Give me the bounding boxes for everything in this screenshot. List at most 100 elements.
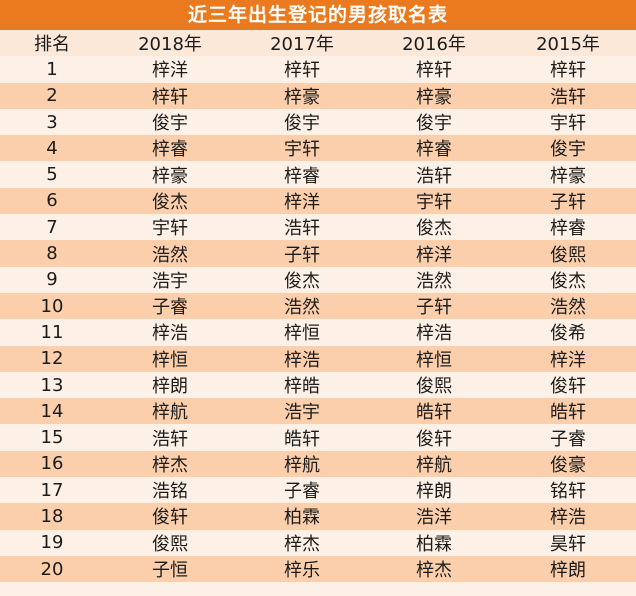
cell-rank: 11 — [40, 321, 64, 343]
cell-rank: 16 — [40, 453, 64, 475]
cell-name-2017: 柏霖 — [284, 507, 320, 529]
cell-name-2016: 柏霖 — [416, 533, 452, 555]
cell-name-2017: 浩轩 — [284, 218, 320, 240]
cell-name-2017: 浩宇 — [284, 402, 320, 424]
table-row: 14 梓航 浩宇 皓轩 皓轩 — [0, 398, 636, 425]
table-row: 4 梓睿 宇轩 梓睿 俊宇 — [0, 135, 636, 162]
table-row: 16 梓杰 梓航 梓航 俊豪 — [0, 450, 636, 478]
cell-name-2016: 梓朗 — [416, 481, 452, 503]
cell-rank: 7 — [46, 216, 58, 238]
header-row: 排名 2018年 2017年 2016年 2015年 — [0, 30, 636, 57]
cell-name-2018: 俊熙 — [152, 533, 188, 555]
cell-name-2018: 子恒 — [152, 560, 188, 582]
cell-name-2016: 浩轩 — [416, 165, 452, 187]
table-row: 2 梓轩 梓豪 梓豪 浩轩 — [0, 82, 636, 109]
cell-name-2015: 子睿 — [550, 428, 586, 450]
cell-name-2018: 子睿 — [152, 297, 188, 319]
cell-name-2018: 梓恒 — [152, 349, 188, 371]
cell-name-2015: 俊熙 — [550, 244, 586, 266]
table-body: 1 梓洋 梓轩 梓轩 梓轩 2 梓轩 梓豪 梓豪 浩轩 3 俊宇 俊宇 俊宇 宇轩 4 梓睿 宇轩 梓睿 俊宇 5 梓豪梓… — [0, 56, 636, 583]
cell-name-2017: 梓杰 — [284, 533, 320, 555]
cell-name-2016: 梓睿 — [416, 139, 452, 161]
cell-name-2018: 浩然 — [152, 244, 188, 266]
header-2016: 2016年 — [402, 34, 466, 56]
table-row: 5 梓豪 梓睿 浩轩 梓豪 — [0, 161, 636, 188]
cell-name-2016: 梓豪 — [416, 86, 452, 108]
table-row: 15 浩轩 皓轩 俊轩 子睿 — [0, 424, 636, 451]
cell-name-2018: 梓浩 — [152, 323, 188, 345]
table-row: 19 俊熙 梓杰 柏霖 昊轩 — [0, 529, 636, 556]
cell-name-2016: 梓洋 — [416, 244, 452, 266]
cell-name-2015: 俊豪 — [550, 454, 586, 476]
cell-rank: 5 — [46, 164, 58, 186]
cell-rank: 14 — [40, 400, 64, 422]
cell-rank: 19 — [40, 532, 64, 554]
table-title: 近三年出生登记的男孩取名表 — [0, 0, 636, 30]
cell-name-2017: 梓皓 — [284, 376, 320, 397]
cell-name-2015: 宇轩 — [550, 113, 586, 135]
table-row: 7 宇轩 浩轩 俊杰 梓睿 — [0, 214, 636, 241]
cell-rank: 3 — [46, 111, 58, 133]
cell-name-2016: 梓航 — [416, 454, 452, 476]
cell-name-2017: 梓乐 — [284, 560, 320, 582]
cell-name-2016: 梓恒 — [416, 349, 452, 371]
cell-name-2016: 俊轩 — [416, 428, 452, 450]
name-ranking-table: 排名 2018年 2017年 2016年 2015年 1 梓洋 梓轩 梓轩 梓轩 2 梓轩梓… — [0, 30, 636, 583]
table-row: 11 梓浩 梓恒 梓浩 俊希 — [0, 319, 636, 346]
cell-name-2018: 梓朗 — [152, 376, 188, 397]
cell-name-2016: 浩然 — [416, 270, 452, 292]
cell-name-2017: 俊宇 — [284, 113, 320, 135]
cell-name-2015: 皓轩 — [550, 402, 586, 424]
cell-name-2017: 梓轩 — [284, 60, 320, 82]
cell-name-2017: 俊杰 — [284, 270, 320, 292]
cell-name-2015: 俊轩 — [550, 376, 586, 397]
cell-name-2018: 梓航 — [152, 402, 188, 424]
cell-name-2016: 子轩 — [416, 297, 452, 319]
cell-name-2017: 子轩 — [284, 244, 320, 266]
cell-name-2015: 梓洋 — [550, 349, 586, 371]
table-row: 1 梓洋 梓轩 梓轩 梓轩 — [0, 56, 636, 83]
cell-name-2015: 梓睿 — [550, 218, 586, 240]
cell-name-2015: 昊轩 — [550, 533, 586, 555]
cell-name-2015: 梓朗 — [550, 560, 586, 582]
cell-name-2017: 梓豪 — [284, 86, 320, 108]
cell-rank: 9 — [46, 269, 58, 291]
cell-name-2017: 梓恒 — [284, 323, 320, 345]
cell-name-2016: 宇轩 — [416, 191, 452, 213]
cell-name-2015: 浩轩 — [550, 86, 586, 108]
table-row: 13 梓朗 梓皓 俊熙 俊轩 — [0, 371, 636, 399]
cell-name-2018: 俊宇 — [152, 113, 188, 135]
cell-rank: 17 — [40, 479, 64, 501]
cell-name-2015: 俊杰 — [550, 270, 586, 292]
table-row: 10 子睿 浩然 子轩 浩然 — [0, 292, 636, 320]
cell-name-2018: 梓轩 — [152, 86, 188, 108]
table-row: 20 子恒 梓乐 梓杰 梓朗 — [0, 555, 636, 583]
cell-name-2015: 铭轩 — [550, 481, 586, 503]
cell-name-2018: 梓豪 — [152, 165, 188, 187]
cell-name-2018: 梓洋 — [152, 60, 188, 82]
cell-name-2017: 宇轩 — [284, 139, 320, 161]
cell-name-2017: 梓洋 — [284, 191, 320, 213]
table-row: 8 浩然 子轩 梓洋 俊熙 — [0, 240, 636, 267]
cell-name-2016: 俊熙 — [416, 376, 452, 397]
table-row: 12 梓恒 梓浩 梓恒 梓洋 — [0, 345, 636, 372]
cell-name-2016: 梓轩 — [416, 60, 452, 82]
cell-name-2015: 子轩 — [550, 191, 586, 213]
cell-rank: 13 — [40, 374, 64, 396]
cell-name-2017: 皓轩 — [284, 428, 320, 450]
cell-name-2017: 浩然 — [284, 297, 320, 319]
cell-rank: 8 — [46, 243, 58, 265]
header-2018: 2018年 — [138, 34, 202, 56]
table-row: 6 俊杰 梓洋 宇轩 子轩 — [0, 187, 636, 215]
cell-name-2018: 宇轩 — [152, 218, 188, 240]
cell-name-2017: 梓浩 — [284, 349, 320, 371]
cell-name-2015: 梓轩 — [550, 60, 586, 82]
cell-name-2016: 俊宇 — [416, 113, 452, 135]
cell-name-2018: 梓睿 — [152, 139, 188, 161]
table-row: 17 浩铭 子睿 梓朗 铭轩 — [0, 477, 636, 504]
cell-rank: 18 — [40, 505, 64, 527]
cell-name-2018: 俊轩 — [152, 507, 188, 529]
cell-name-2017: 子睿 — [284, 481, 320, 503]
cell-name-2018: 浩铭 — [152, 481, 188, 503]
cell-name-2017: 梓航 — [284, 454, 320, 476]
